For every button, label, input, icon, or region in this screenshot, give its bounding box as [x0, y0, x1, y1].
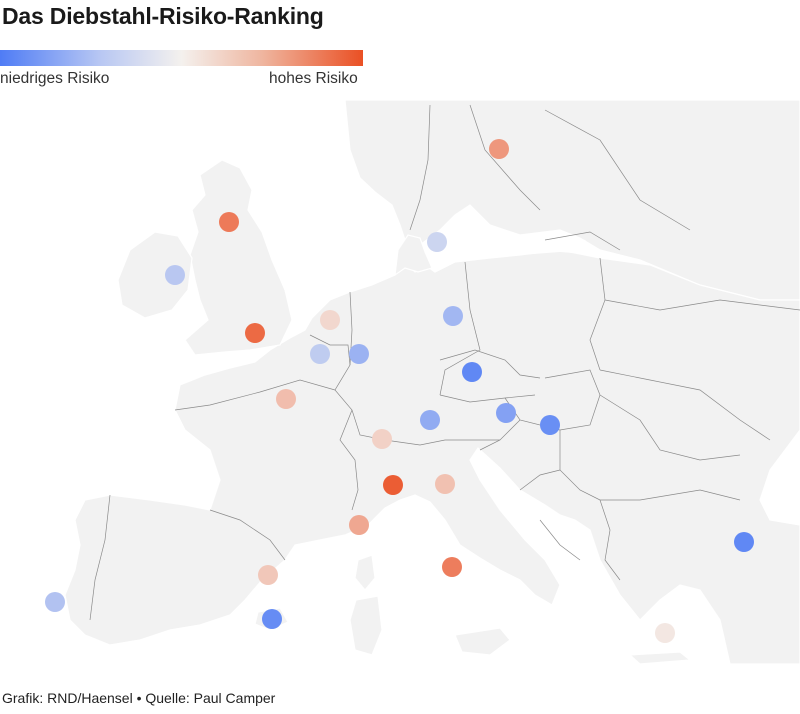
city-marker-istanbul [734, 532, 754, 552]
city-marker-stockholm [489, 139, 509, 159]
land-masses [64, 100, 800, 664]
country-borders [89, 104, 800, 621]
europe-map [0, 100, 800, 664]
city-marker-milan [383, 475, 403, 495]
city-marker-lisbon [45, 592, 65, 612]
land-continent [64, 249, 800, 664]
city-markers [45, 139, 754, 643]
land-sicily [454, 627, 511, 656]
city-marker-munich [420, 410, 440, 430]
city-marker-dublin [165, 265, 185, 285]
land-great-britain [184, 159, 293, 356]
city-marker-palma [262, 609, 282, 629]
source-credit: Grafik: RND/Haensel • Quelle: Paul Campe… [2, 690, 276, 706]
land-corsica [354, 554, 376, 591]
city-marker-paris [276, 389, 296, 409]
city-marker-london [245, 323, 265, 343]
city-marker-budapest [540, 415, 560, 435]
land-denmark [394, 234, 433, 277]
risk-color-scale [0, 50, 363, 66]
legend-low-label: niedriges Risiko [0, 70, 110, 87]
city-marker-amsterdam [320, 310, 340, 330]
legend-high-label: hohes Risiko [269, 70, 358, 87]
city-marker-barcelona [258, 565, 278, 585]
city-marker-glasgow [219, 212, 239, 232]
city-marker-vienna [496, 403, 516, 423]
chart-title: Das Diebstahl-Risiko-Ranking [2, 3, 324, 29]
land-sardinia [349, 595, 383, 656]
city-marker-rome [442, 557, 462, 577]
city-marker-prague [462, 362, 482, 382]
city-marker-copenhagen [427, 232, 447, 252]
city-marker-zurich [372, 429, 392, 449]
city-marker-athens [655, 623, 675, 643]
land-crete [628, 651, 692, 664]
land-ireland [117, 231, 193, 319]
city-marker-brussels [310, 344, 330, 364]
city-marker-bologna [435, 474, 455, 494]
city-marker-nice [349, 515, 369, 535]
city-marker-berlin [443, 306, 463, 326]
city-marker-luxembourg [349, 344, 369, 364]
